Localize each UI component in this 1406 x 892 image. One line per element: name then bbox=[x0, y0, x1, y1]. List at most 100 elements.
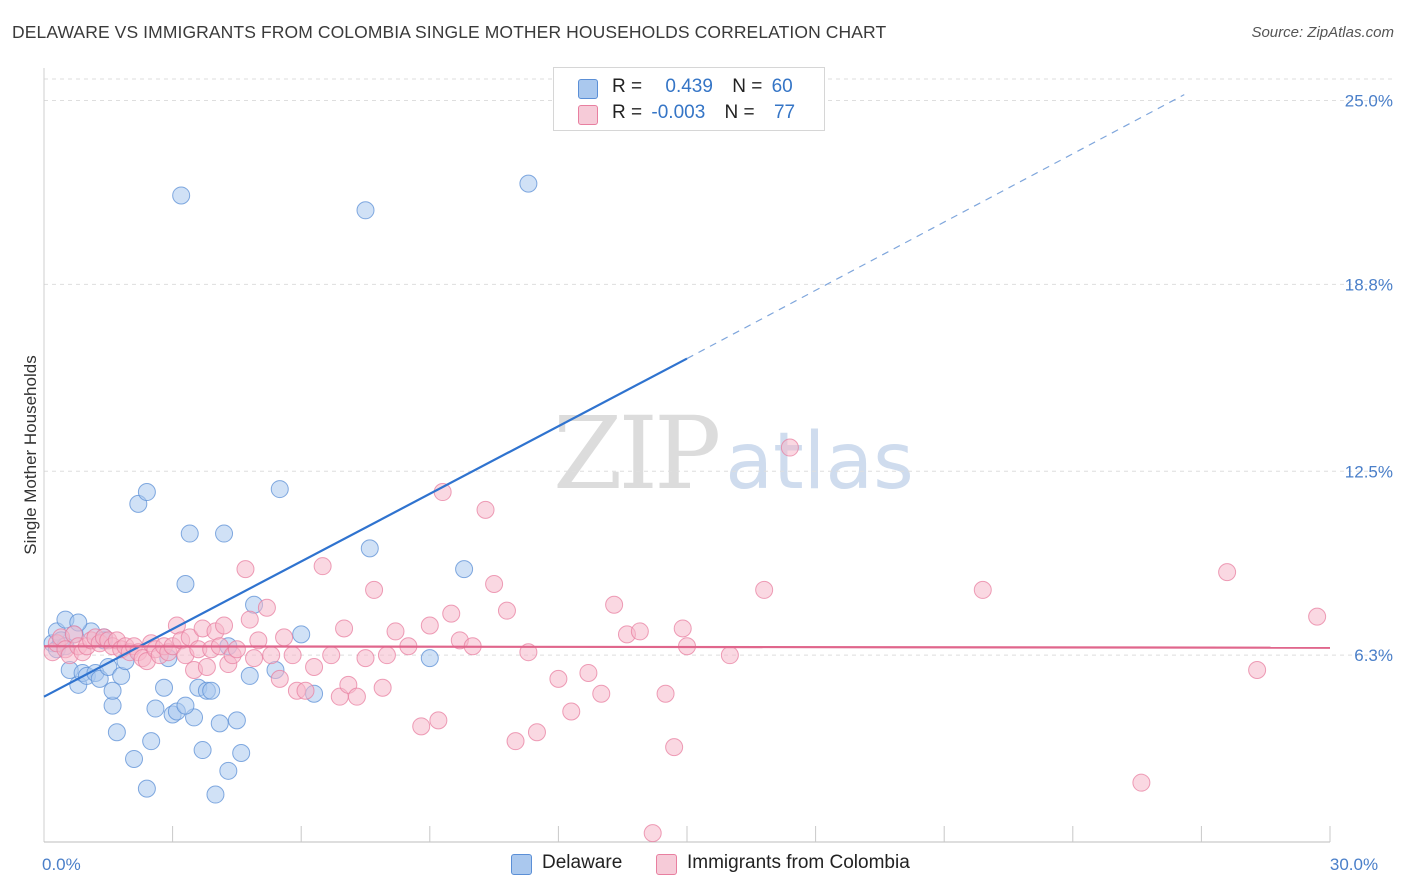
colombia-point bbox=[485, 574, 504, 593]
delaware-point bbox=[176, 696, 195, 715]
delaware-point bbox=[227, 711, 246, 730]
colombia-point bbox=[412, 717, 431, 736]
colombia-point bbox=[322, 646, 341, 665]
delaware-point bbox=[107, 723, 126, 742]
legend-n-label: N = bbox=[732, 76, 763, 97]
colombia-point bbox=[257, 598, 276, 617]
y-tick-label: 18.8% bbox=[1345, 275, 1393, 294]
colombia-point bbox=[720, 646, 739, 665]
delaware-point bbox=[137, 779, 156, 798]
delaware-point bbox=[137, 483, 156, 502]
delaware-point bbox=[172, 186, 191, 205]
colombia-point bbox=[973, 580, 992, 599]
delaware-point bbox=[125, 749, 144, 768]
x-tick-label: 30.0% bbox=[1330, 855, 1378, 874]
colombia-point bbox=[373, 678, 392, 697]
y-tick-label: 25.0% bbox=[1345, 92, 1393, 111]
delaware-point bbox=[202, 681, 221, 700]
colombia-point bbox=[755, 580, 774, 599]
colombia-point bbox=[356, 649, 375, 668]
delaware-point bbox=[103, 681, 122, 700]
colombia-point bbox=[579, 663, 598, 682]
delaware-point bbox=[193, 741, 212, 760]
colombia-point bbox=[270, 669, 289, 688]
bottom-legend-label-delaware: Delaware bbox=[542, 852, 623, 873]
colombia-point bbox=[197, 658, 216, 677]
legend-n-value-colombia: 77 bbox=[773, 102, 796, 123]
colombia-point bbox=[442, 604, 461, 623]
delaware-point bbox=[206, 785, 225, 804]
colombia-point bbox=[630, 622, 649, 641]
legend-r-value-colombia: -0.003 bbox=[651, 102, 706, 123]
legend-n-label: N = bbox=[724, 102, 755, 123]
delaware-point bbox=[180, 524, 199, 543]
delaware-point bbox=[292, 625, 311, 644]
colombia-point bbox=[656, 684, 675, 703]
y-axis-label: Single Mother Households bbox=[21, 355, 40, 555]
colombia-trend-line bbox=[43, 645, 1331, 649]
delaware-point bbox=[232, 744, 251, 763]
legend-n-value-delaware: 60 bbox=[771, 76, 793, 97]
colombia-point bbox=[377, 646, 396, 665]
legend-swatch-delaware bbox=[578, 79, 598, 99]
colombia-point bbox=[527, 723, 546, 742]
colombia-point bbox=[549, 669, 568, 688]
delaware-point bbox=[240, 666, 259, 685]
delaware-point bbox=[176, 574, 195, 593]
delaware-point bbox=[142, 732, 161, 751]
delaware-point bbox=[112, 666, 131, 685]
delaware-point bbox=[360, 539, 379, 558]
delaware-trend-extension bbox=[686, 94, 1185, 360]
delaware-point bbox=[455, 560, 474, 579]
legend-swatch-colombia bbox=[578, 105, 598, 125]
bottom-legend-label-colombia: Immigrants from Colombia bbox=[687, 852, 910, 873]
colombia-point bbox=[497, 601, 516, 620]
y-tick-label: 12.5% bbox=[1345, 462, 1393, 481]
colombia-point bbox=[592, 684, 611, 703]
delaware-point bbox=[210, 714, 229, 733]
colombia-point bbox=[313, 557, 332, 576]
delaware-point bbox=[356, 201, 375, 220]
legend-r-label: R = bbox=[612, 102, 643, 123]
colombia-point bbox=[240, 610, 259, 629]
legend-r-value-delaware: 0.439 bbox=[665, 76, 713, 97]
colombia-point bbox=[215, 616, 234, 635]
colombia-point bbox=[249, 631, 268, 650]
bottom-legend-swatch-colombia bbox=[656, 854, 677, 875]
delaware-point bbox=[219, 761, 238, 780]
colombia-point bbox=[476, 500, 495, 519]
colombia-point bbox=[1132, 773, 1151, 792]
delaware-point bbox=[146, 699, 165, 718]
colombia-point bbox=[167, 616, 186, 635]
zipatlas-watermark: ZIP atlas bbox=[553, 395, 914, 512]
colombia-point bbox=[1218, 563, 1237, 582]
colombia-point bbox=[665, 738, 684, 757]
bottom-legend-swatch-delaware bbox=[511, 854, 532, 875]
x-tick-label: 0.0% bbox=[42, 855, 81, 874]
delaware-point bbox=[519, 174, 538, 193]
watermark-atlas: atlas bbox=[725, 417, 914, 507]
delaware-point bbox=[270, 480, 289, 499]
stats-legend: R = 0.439 N = 60 R = -0.003 N = 77 bbox=[553, 67, 825, 131]
colombia-point bbox=[420, 616, 439, 635]
chart-title: DELAWARE VS IMMIGRANTS FROM COLOMBIA SIN… bbox=[12, 22, 887, 42]
colombia-point bbox=[780, 438, 799, 457]
delaware-point bbox=[215, 524, 234, 543]
colombia-point bbox=[643, 824, 662, 843]
colombia-point bbox=[335, 619, 354, 638]
colombia-point bbox=[296, 681, 315, 700]
colombia-point bbox=[429, 711, 448, 730]
delaware-point bbox=[155, 678, 174, 697]
colombia-point bbox=[519, 643, 538, 662]
colombia-point bbox=[1308, 607, 1327, 626]
delaware-trend-line bbox=[43, 357, 688, 698]
colombia-point bbox=[236, 560, 255, 579]
y-tick-label: 6.3% bbox=[1354, 646, 1393, 665]
colombia-point bbox=[283, 646, 302, 665]
colombia-point bbox=[365, 580, 384, 599]
delaware-point bbox=[420, 649, 439, 668]
colombia-point bbox=[245, 649, 264, 668]
colombia-point bbox=[275, 628, 294, 647]
colombia-point bbox=[347, 687, 366, 706]
